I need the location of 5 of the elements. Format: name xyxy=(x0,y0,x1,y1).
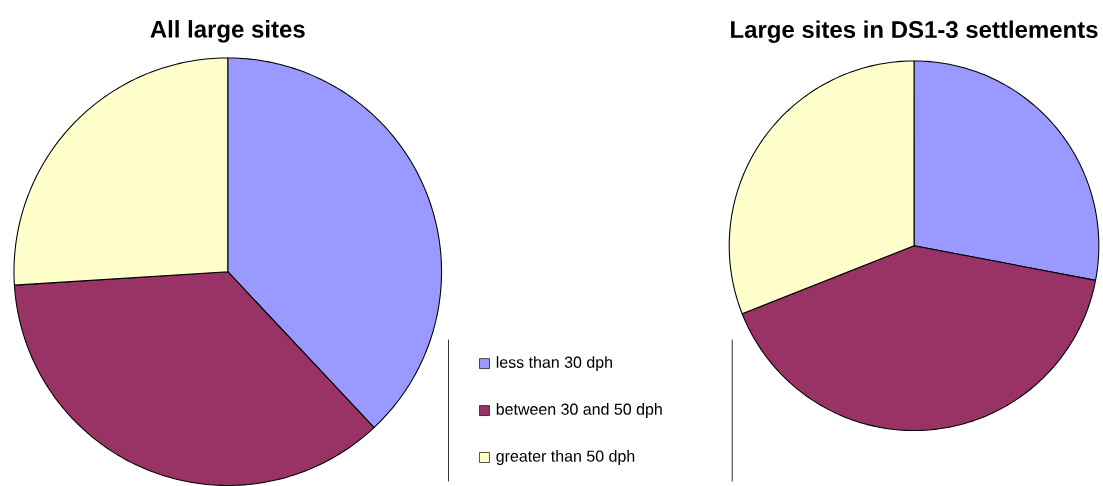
chart-title: All large sites xyxy=(150,20,305,43)
legend-label: greater than 50 dph xyxy=(496,450,635,465)
chart-title: Large sites in DS1-3 settlements xyxy=(731,20,1098,43)
legend-label: less than 30 dph xyxy=(496,356,612,372)
legend-label: between 30 and 50 dph xyxy=(496,403,662,419)
